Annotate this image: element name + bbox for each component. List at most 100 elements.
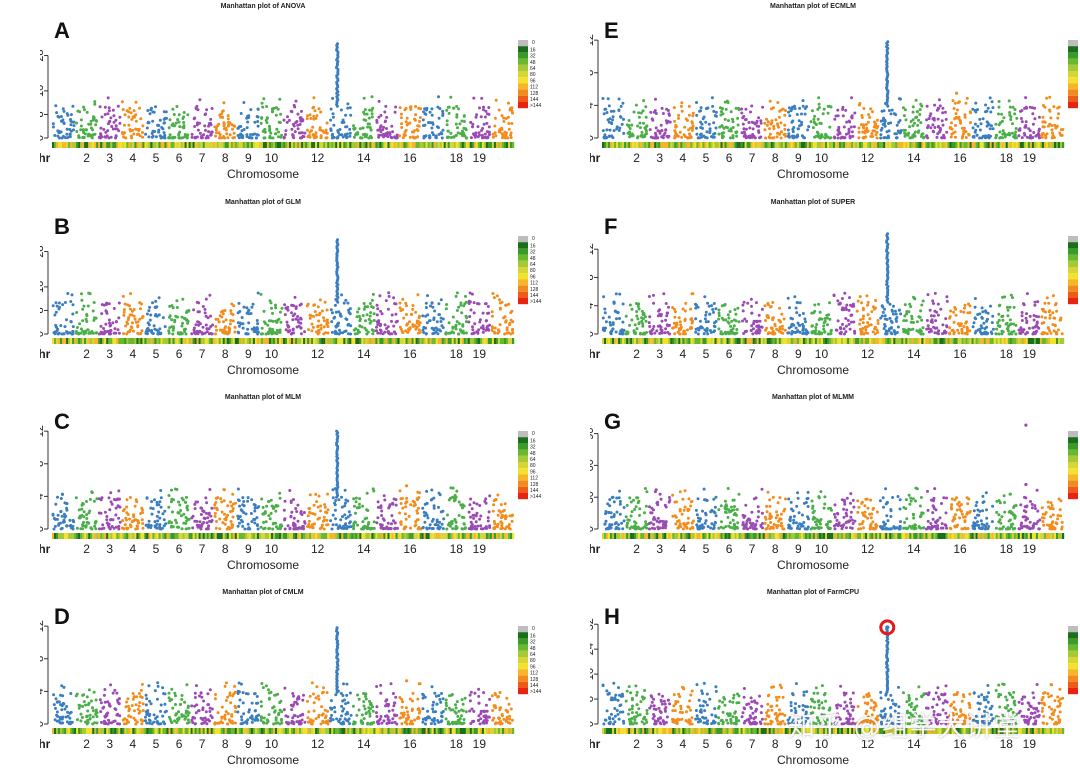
density-cell — [841, 338, 843, 344]
snp-point — [845, 121, 848, 124]
density-cell — [130, 142, 132, 148]
density-cell — [209, 338, 211, 344]
snp-point — [897, 326, 900, 329]
snp-point — [87, 332, 90, 335]
snp-point — [688, 105, 691, 108]
snp-point — [69, 133, 72, 136]
snp-point — [121, 100, 124, 103]
snp-point — [1024, 333, 1027, 336]
snp-point — [332, 124, 335, 127]
snp-point — [965, 332, 968, 335]
snp-point — [862, 321, 865, 324]
snp-point — [636, 125, 639, 128]
density-cell — [440, 338, 442, 344]
snp-point — [459, 304, 462, 307]
density-cell — [456, 142, 458, 148]
snp-point — [302, 135, 305, 138]
density-cell — [404, 338, 406, 344]
snp-point — [445, 303, 448, 306]
snp-point — [394, 313, 397, 316]
snp-point — [87, 123, 90, 126]
legend-swatch — [1068, 52, 1078, 58]
snp-point — [75, 122, 78, 125]
density-cell — [907, 338, 909, 344]
snp-point — [952, 332, 955, 335]
snp-point — [218, 136, 221, 139]
snp-point — [759, 119, 762, 122]
snp-point — [58, 137, 61, 140]
snp-point — [605, 136, 608, 139]
density-cell — [875, 338, 877, 344]
snp-point — [205, 315, 208, 318]
density-cell — [897, 142, 899, 148]
density-cell — [309, 142, 311, 148]
density-cell — [668, 338, 670, 344]
snp-point — [1051, 311, 1054, 314]
snp-point — [135, 120, 138, 123]
snp-point — [743, 131, 746, 134]
snp-point — [385, 116, 388, 119]
density-cell — [956, 338, 958, 344]
snp-point — [757, 125, 760, 128]
snp-point — [364, 319, 367, 322]
snp-point — [222, 320, 225, 323]
snp-point — [771, 119, 774, 122]
snp-point — [314, 310, 317, 313]
snp-point — [1007, 326, 1010, 329]
snp-point — [369, 302, 372, 305]
density-cell — [604, 338, 606, 344]
snp-point — [460, 120, 463, 123]
snp-point — [123, 311, 126, 314]
snp-point — [628, 119, 631, 122]
snp-point — [247, 114, 250, 117]
snp-point — [370, 109, 373, 112]
snp-point — [341, 331, 344, 334]
density-cell — [249, 338, 251, 344]
chr-tick-label: 6 — [176, 347, 183, 361]
density-cell — [436, 338, 438, 344]
density-cell — [998, 142, 1000, 148]
snp-point — [755, 329, 758, 332]
density-cell — [825, 142, 827, 148]
snp-point — [233, 132, 236, 135]
snp-point — [790, 333, 793, 336]
snp-point — [275, 128, 278, 131]
snp-point — [61, 137, 64, 140]
snp-point — [891, 310, 894, 313]
snp-point — [1056, 117, 1059, 120]
snp-point — [885, 329, 888, 332]
snp-point — [630, 124, 633, 127]
density-cell — [365, 142, 367, 148]
density-cell — [335, 338, 337, 344]
snp-point — [117, 316, 120, 319]
density-cell — [120, 142, 122, 148]
snp-point — [345, 330, 348, 333]
density-cell — [634, 142, 636, 148]
snp-point — [276, 331, 279, 334]
density-cell — [432, 338, 434, 344]
density-cell — [952, 338, 954, 344]
density-cell — [978, 338, 980, 344]
snp-point — [416, 293, 419, 296]
snp-point — [379, 332, 382, 335]
density-cell — [956, 142, 958, 148]
density-cell — [211, 338, 213, 344]
snp-point — [823, 331, 826, 334]
snp-point — [393, 302, 396, 305]
density-cell — [430, 338, 432, 344]
snp-point — [437, 126, 440, 129]
snp-point — [445, 307, 448, 310]
snp-point — [150, 329, 153, 332]
snp-point — [869, 107, 872, 110]
density-cell — [684, 338, 686, 344]
legend-swatch — [518, 248, 528, 254]
snp-point — [163, 110, 166, 113]
snp-point — [175, 122, 178, 125]
snp-point — [712, 311, 715, 314]
snp-point — [108, 120, 111, 123]
snp-point — [695, 133, 698, 136]
chr-tick-label: 14 — [907, 347, 921, 361]
snp-point — [761, 106, 764, 109]
density-cell — [869, 142, 871, 148]
density-cell — [674, 338, 676, 344]
